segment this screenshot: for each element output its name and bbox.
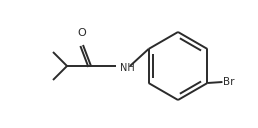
- Text: NH: NH: [120, 63, 135, 73]
- Text: O: O: [78, 28, 86, 38]
- Text: Br: Br: [223, 77, 235, 87]
